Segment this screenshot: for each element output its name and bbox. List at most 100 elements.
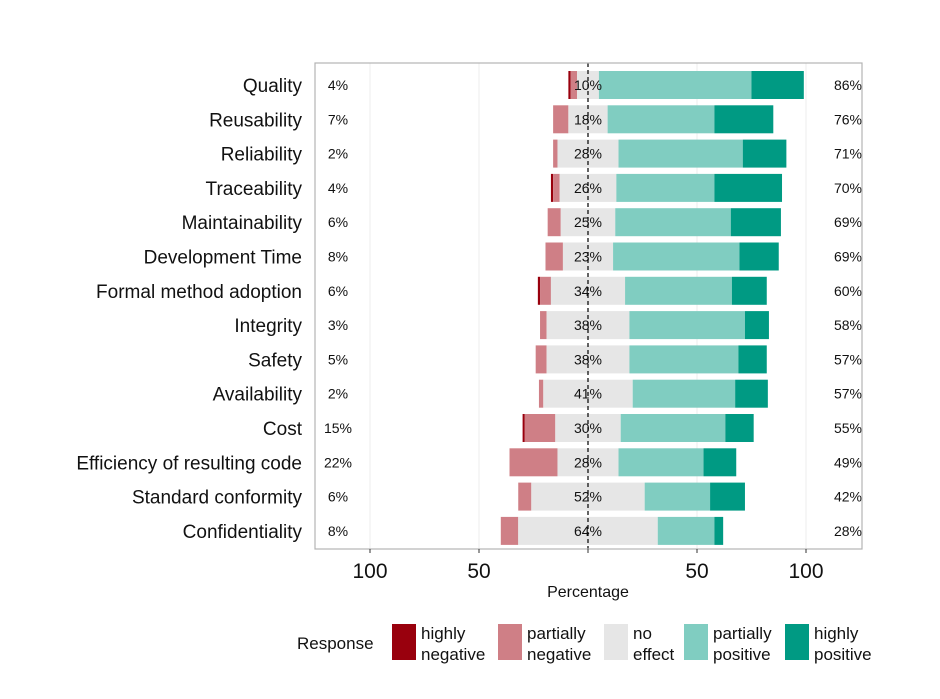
positive-percent-label: 28%: [834, 523, 862, 539]
category-label: Standard conformity: [132, 488, 303, 509]
positive-percent-label: 69%: [834, 249, 862, 265]
bar-partially-negative-quality: [570, 71, 578, 99]
bar-partially-positive-maintainability: [615, 208, 731, 237]
positive-percent-label: 86%: [834, 77, 862, 93]
legend-swatch-partially-positive: [684, 624, 708, 660]
negative-percent-label: 8%: [328, 523, 348, 539]
bar-partially-negative-reusability: [553, 105, 569, 134]
negative-percent-label: 4%: [328, 77, 348, 93]
positive-percent-label: 58%: [834, 317, 862, 333]
x-axis-title: Percentage: [547, 584, 629, 601]
neutral-percent-label: 25%: [574, 214, 602, 230]
negative-percent-label: 5%: [328, 351, 348, 367]
positive-percent-label: 49%: [834, 454, 862, 470]
bar-partially-negative-cost: [524, 414, 556, 442]
category-label: Integrity: [234, 316, 302, 337]
x-tick-label: 100: [788, 560, 823, 583]
category-label: Development Time: [144, 248, 302, 269]
bar-highly-positive-reliability: [742, 139, 787, 168]
bar-highly-negative-formal-method-adoption: [537, 276, 541, 305]
category-label: Reusability: [209, 110, 302, 131]
bar-partially-positive-availability: [632, 379, 736, 408]
positive-percent-label: 70%: [834, 180, 862, 196]
bar-highly-positive-cost: [725, 414, 754, 442]
bar-highly-positive-integrity: [744, 311, 769, 340]
negative-percent-label: 2%: [328, 146, 348, 162]
positive-percent-label: 55%: [834, 420, 862, 436]
bar-partially-negative-standard-conformity: [518, 482, 532, 511]
category-label: Confidentiality: [183, 522, 303, 543]
bar-partially-positive-cost: [620, 414, 726, 442]
category-label: Safety: [248, 350, 302, 371]
category-label: Availability: [213, 385, 303, 406]
bar-highly-positive-reusability: [714, 105, 774, 134]
bar-highly-positive-efficiency-of-resulting-code: [703, 448, 737, 477]
bar-highly-positive-formal-method-adoption: [731, 276, 767, 305]
neutral-percent-label: 28%: [574, 146, 602, 162]
legend-label-partially-negative: partially negative: [527, 624, 591, 664]
bar-highly-negative-traceability: [550, 173, 554, 202]
bar-partially-positive-development-time: [613, 242, 740, 271]
legend-swatch-partially-negative: [498, 624, 522, 660]
legend-swatch-highly-positive: [785, 624, 809, 660]
x-tick-label: 50: [467, 560, 490, 583]
bar-partially-negative-reliability: [553, 139, 558, 168]
bar-partially-positive-formal-method-adoption: [625, 276, 732, 305]
bar-partially-negative-formal-method-adoption: [540, 276, 551, 305]
bar-partially-positive-quality: [598, 71, 752, 99]
positive-percent-label: 71%: [834, 146, 862, 162]
negative-percent-label: 7%: [328, 111, 348, 127]
bar-partially-positive-traceability: [616, 173, 715, 202]
category-label: Reliability: [221, 145, 303, 166]
bars-layer: [500, 71, 804, 545]
negative-percent-label: 22%: [324, 454, 352, 470]
x-tick-label: 50: [685, 560, 708, 583]
category-label: Cost: [263, 419, 303, 440]
negative-percent-label: 6%: [328, 489, 348, 505]
positive-percent-label: 42%: [834, 489, 862, 505]
bar-partially-negative-efficiency-of-resulting-code: [509, 448, 558, 477]
negative-percent-label: 6%: [328, 283, 348, 299]
x-axis: 100 50 50 100: [352, 549, 824, 583]
bar-partially-positive-reliability: [618, 139, 743, 168]
negative-percent-label: 8%: [328, 249, 348, 265]
bar-highly-positive-safety: [738, 345, 767, 374]
positive-percent-label: 76%: [834, 111, 862, 127]
legend: Response highly negative partially negative…: [297, 624, 872, 664]
bar-partially-positive-standard-conformity: [644, 482, 711, 511]
positive-percent-label: 57%: [834, 386, 862, 402]
bar-highly-positive-quality: [751, 71, 804, 99]
negative-percent-label: 2%: [328, 386, 348, 402]
category-label: Maintainability: [182, 213, 303, 234]
bar-highly-positive-confidentiality: [714, 516, 724, 545]
bar-highly-positive-traceability: [714, 173, 783, 202]
bar-partially-negative-maintainability: [547, 208, 561, 237]
bar-highly-positive-development-time: [739, 242, 779, 271]
bar-partially-positive-efficiency-of-resulting-code: [618, 448, 704, 477]
neutral-percent-label: 52%: [574, 489, 602, 505]
bar-highly-negative-quality: [568, 71, 571, 99]
positive-percent-label: 69%: [834, 214, 862, 230]
legend-swatch-highly-negative: [392, 624, 416, 660]
negative-percent-label: 3%: [328, 317, 348, 333]
neutral-percent-label: 26%: [574, 180, 602, 196]
negative-percent-label: 4%: [328, 180, 348, 196]
bar-partially-negative-availability: [538, 379, 544, 408]
category-label: Quality: [243, 76, 303, 97]
legend-label-no-effect: no effect: [633, 624, 675, 664]
legend-title: Response: [297, 634, 374, 653]
x-tick-label: 100: [352, 560, 387, 583]
bar-partially-positive-confidentiality: [657, 516, 715, 545]
bar-partially-positive-safety: [629, 345, 739, 374]
bar-partially-negative-confidentiality: [500, 516, 519, 545]
legend-swatch-no-effect: [604, 624, 628, 660]
bar-partially-negative-development-time: [545, 242, 563, 271]
bar-highly-negative-cost: [522, 414, 525, 442]
bar-partially-positive-reusability: [607, 105, 715, 134]
positive-percent-label: 57%: [834, 351, 862, 367]
legend-label-partially-positive: partially positive: [713, 624, 772, 664]
bar-highly-positive-availability: [735, 379, 768, 408]
bar-partially-negative-integrity: [540, 311, 547, 340]
neutral-percent-label: 64%: [574, 523, 602, 539]
